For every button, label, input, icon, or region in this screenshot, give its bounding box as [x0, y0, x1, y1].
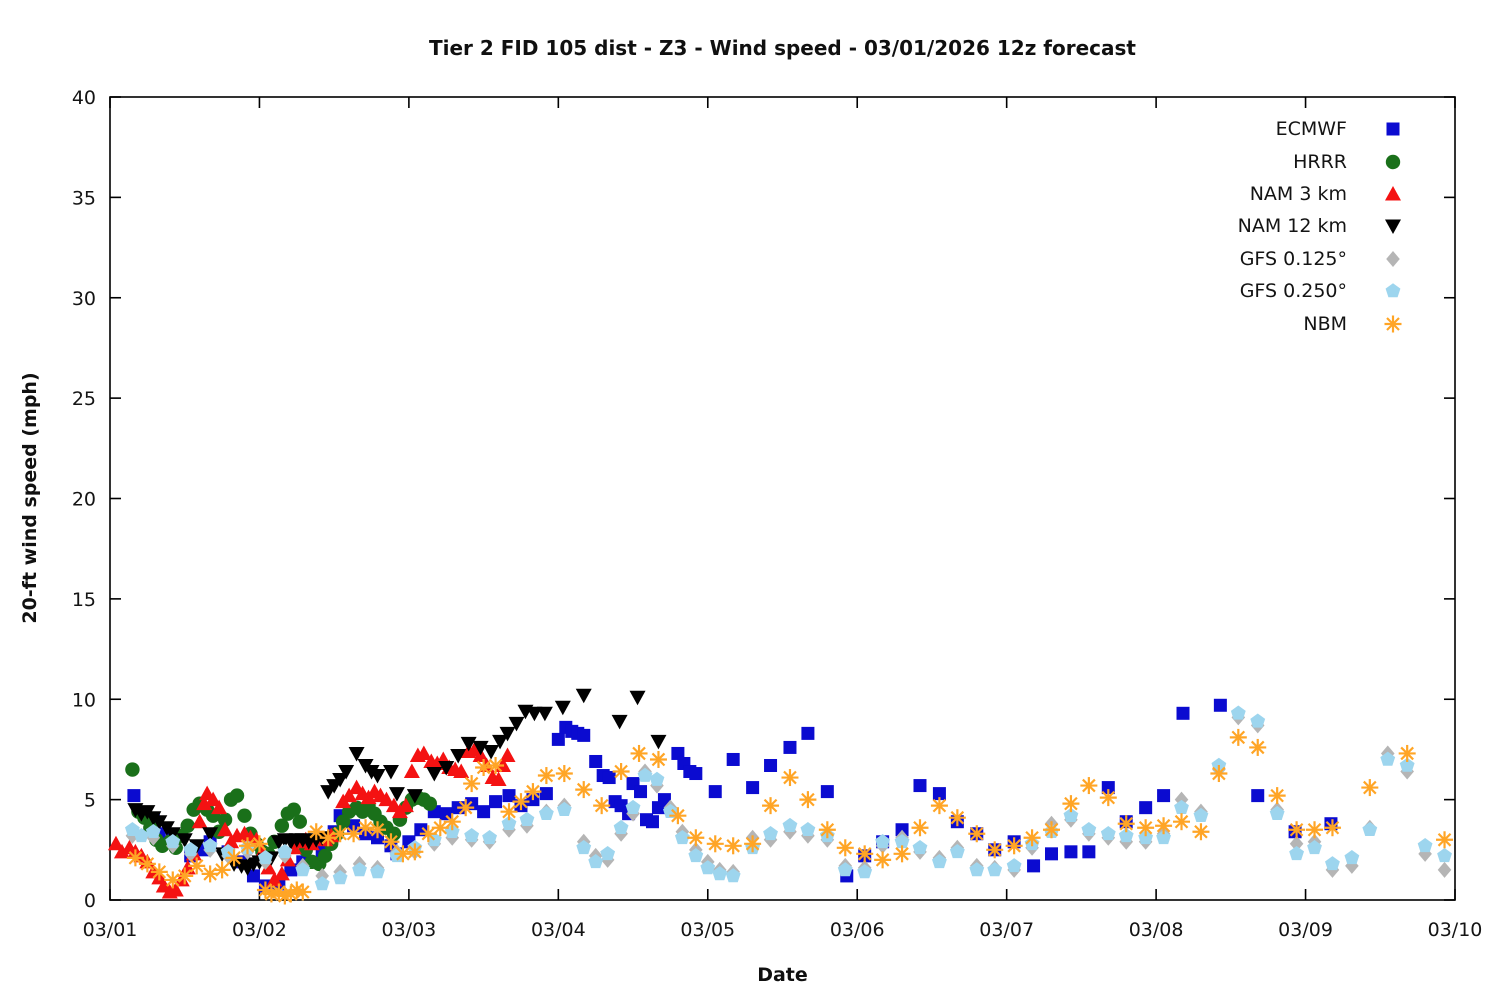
- y-tick-label: 35: [72, 187, 96, 209]
- ecmwf-marker-icon: [1386, 122, 1400, 136]
- legend-label: HRRR: [1293, 150, 1347, 173]
- series-gfs-0-250: [124, 705, 1452, 891]
- legend-label: NAM 3 km: [1249, 182, 1347, 205]
- legend-item-gfs-0-125: GFS 0.125°: [1238, 243, 1406, 275]
- legend-label: NBM: [1303, 312, 1347, 335]
- nam-3-km-marker-icon: [1385, 185, 1401, 201]
- y-tick-label: 5: [84, 790, 96, 812]
- x-tick-label: 03/05: [680, 919, 735, 941]
- y-tick-label: 0: [84, 890, 96, 912]
- hrrr-marker-icon: [1385, 154, 1401, 169]
- chart-title: Tier 2 FID 105 dist - Z3 - Wind speed - …: [428, 36, 1136, 60]
- y-tick-label: 30: [72, 288, 96, 310]
- legend-item-nbm: NBM: [1238, 307, 1406, 339]
- legend-item-gfs-0-250: GFS 0.250°: [1238, 275, 1406, 307]
- legend-item-ecmwf: ECMWF: [1238, 113, 1406, 145]
- y-tick-label: 10: [72, 689, 96, 711]
- legend-label: ECMWF: [1275, 118, 1347, 141]
- legend-label: GFS 0.250°: [1239, 280, 1347, 303]
- y-tick-label: 25: [72, 388, 96, 410]
- x-tick-label: 03/04: [531, 919, 586, 941]
- nam-12-km-marker-icon: [1385, 219, 1401, 235]
- legend-label: NAM 12 km: [1237, 215, 1347, 238]
- legend-item-hrrr: HRRR: [1238, 145, 1406, 177]
- x-tick-label: 03/01: [83, 919, 138, 941]
- x-axis-label: Date: [757, 964, 808, 986]
- y-tick-label: 40: [72, 87, 96, 109]
- x-tick-label: 03/06: [830, 919, 885, 941]
- x-tick-label: 03/02: [232, 919, 287, 941]
- gfs-0-250-marker-icon: [1385, 283, 1401, 298]
- y-axis-label: 20-ft wind speed (mph): [19, 372, 41, 624]
- x-tick-label: 03/07: [979, 919, 1034, 941]
- x-tick-label: 03/10: [1428, 919, 1483, 941]
- x-tick-label: 03/03: [382, 919, 437, 941]
- y-tick-label: 20: [72, 489, 96, 511]
- x-tick-label: 03/08: [1129, 919, 1184, 941]
- series-nbm: [126, 728, 1454, 905]
- legend-item-nam-12-km: NAM 12 km: [1238, 210, 1406, 242]
- legend-label: GFS 0.125°: [1239, 247, 1347, 270]
- legend: ECMWF HRRR NAM 3 km NAM 12 km GFS 0.125° GFS …: [1238, 113, 1406, 340]
- gfs-0-125-marker-icon: [1386, 250, 1400, 267]
- nbm-marker-icon: [1384, 315, 1402, 333]
- y-tick-label: 15: [72, 589, 96, 611]
- x-tick-label: 03/09: [1278, 919, 1333, 941]
- legend-item-nam-3-km: NAM 3 km: [1238, 178, 1406, 210]
